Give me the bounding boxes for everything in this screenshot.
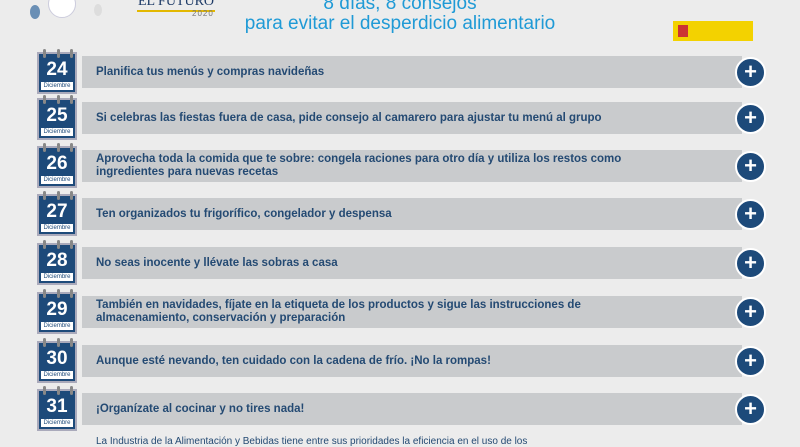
expand-plus-button[interactable]: + <box>735 57 766 88</box>
tip-row: 25 Diciembre Si celebras las fiestas fuer… <box>0 95 800 140</box>
tip-bar[interactable]: No seas inocente y llévate las sobras a … <box>82 247 742 279</box>
tip-text: Si celebras las fiestas fuera de casa, p… <box>96 111 602 124</box>
calendar-month: Diciembre <box>41 128 73 136</box>
calendar-month: Diciembre <box>41 371 73 379</box>
calendar-day: 30 <box>46 348 68 369</box>
calendar-day: 31 <box>46 396 68 417</box>
calendar-icon: 31 Diciembre <box>37 386 77 431</box>
tip-text: Aunque esté nevando, ten cuidado con la … <box>96 354 491 367</box>
tip-row: 29 Diciembre También en navidades, fíjate… <box>0 289 800 334</box>
tip-text: Aprovecha toda la comida que te sobre: c… <box>96 153 622 178</box>
expand-plus-button[interactable]: + <box>735 248 766 279</box>
logo-year: 2020 <box>192 9 214 18</box>
calendar-icon: 29 Diciembre <box>37 289 77 334</box>
calendar-day: 24 <box>46 59 68 80</box>
calendar-icon: 24 Diciembre <box>37 49 77 94</box>
tip-row: 28 Diciembre No seas inocente y llévate l… <box>0 240 800 285</box>
calendar-day: 28 <box>46 250 68 271</box>
government-logo <box>673 21 753 41</box>
calendar-icon: 27 Diciembre <box>37 191 77 236</box>
expand-plus-button[interactable]: + <box>735 346 766 377</box>
calendar-icon: 25 Diciembre <box>37 95 77 140</box>
calendar-month: Diciembre <box>41 82 73 90</box>
expand-plus-button[interactable]: + <box>735 103 766 134</box>
tip-text: Planifica tus menús y compras navideñas <box>96 65 325 78</box>
tip-row: 24 Diciembre Planifica tus menús y compra… <box>0 49 800 94</box>
calendar-month: Diciembre <box>41 419 73 427</box>
expand-plus-button[interactable]: + <box>735 297 766 328</box>
tip-bar[interactable]: Planifica tus menús y compras navideñas <box>82 56 742 88</box>
expand-plus-button[interactable]: + <box>735 199 766 230</box>
calendar-day: 27 <box>46 201 68 222</box>
tip-text: No seas inocente y llévate las sobras a … <box>96 256 338 269</box>
page-subtitle: para evitar el desperdicio alimentario <box>244 13 556 34</box>
tip-row: 30 Diciembre Aunque esté nevando, ten cui… <box>0 338 800 383</box>
page-title: 8 días, 8 consejos <box>323 0 477 14</box>
calendar-month: Diciembre <box>41 322 73 330</box>
tip-text: También en navidades, fíjate en la etiqu… <box>96 299 581 324</box>
tip-text: ¡Organízate al cocinar y no tires nada! <box>96 402 305 415</box>
calendar-icon: 28 Diciembre <box>37 240 77 285</box>
footer-text: La Industria de la Alimentación y Bebida… <box>96 436 528 447</box>
tip-bar[interactable]: También en navidades, fíjate en la etiqu… <box>82 296 742 328</box>
calendar-month: Diciembre <box>41 224 73 232</box>
tip-bar[interactable]: Aprovecha toda la comida que te sobre: c… <box>82 150 742 182</box>
tip-row: 31 Diciembre ¡Organízate al cocinar y no … <box>0 386 800 431</box>
calendar-icon: 30 Diciembre <box>37 338 77 383</box>
logo: EL FUTURO <box>137 0 215 12</box>
calendar-day: 26 <box>46 153 68 174</box>
calendar-month: Diciembre <box>41 273 73 281</box>
tip-bar[interactable]: Si celebras las fiestas fuera de casa, p… <box>82 102 742 134</box>
tip-bar[interactable]: Aunque esté nevando, ten cuidado con la … <box>82 345 742 377</box>
tip-text: Ten organizados tu frigorífico, congelad… <box>96 207 392 220</box>
tip-bar[interactable]: ¡Organízate al cocinar y no tires nada! <box>82 393 742 425</box>
calendar-day: 25 <box>46 105 68 126</box>
expand-plus-button[interactable]: + <box>735 394 766 425</box>
tip-bar[interactable]: Ten organizados tu frigorífico, congelad… <box>82 198 742 230</box>
tip-row: 27 Diciembre Ten organizados tu frigorífi… <box>0 191 800 236</box>
calendar-month: Diciembre <box>41 176 73 184</box>
tip-row: 26 Diciembre Aprovecha toda la comida que… <box>0 143 800 188</box>
ornament-icon <box>94 4 102 16</box>
ornament-icon <box>30 5 40 19</box>
calendar-day: 29 <box>46 299 68 320</box>
expand-plus-button[interactable]: + <box>735 151 766 182</box>
calendar-icon: 26 Diciembre <box>37 143 77 188</box>
